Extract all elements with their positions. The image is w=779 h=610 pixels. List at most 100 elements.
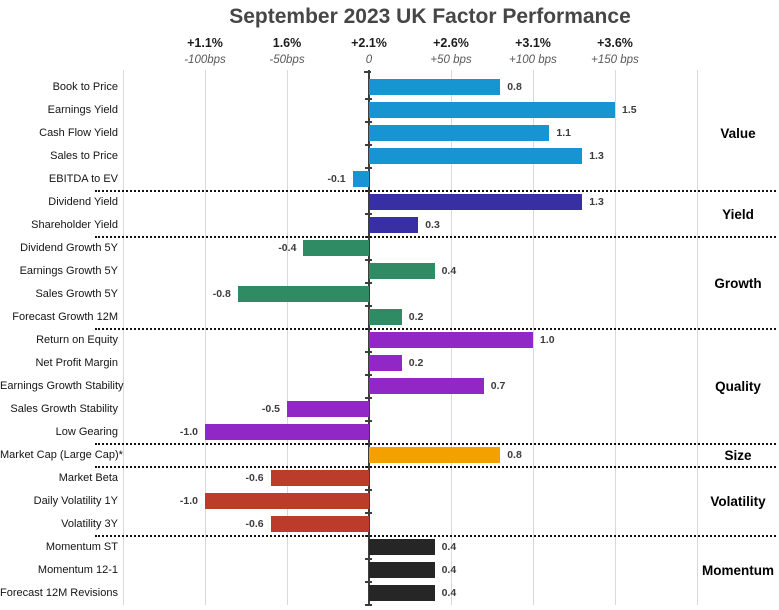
axis-row-tick — [365, 259, 372, 261]
chart-row-net-profit-margin: Net Profit Margin 0.2 — [0, 352, 779, 376]
bar-market-beta — [270, 470, 369, 486]
axis-percent-label: +3.1% — [515, 36, 551, 50]
axis-row-tick — [365, 420, 372, 422]
bar-book-to-price — [369, 79, 501, 95]
factor-group-momentum: Momentum ST 0.4 Momentum 12-1 0.4 Forecast 1… — [0, 536, 779, 606]
chart-row-earnings-yield: Earnings Yield 1.5 — [0, 99, 779, 123]
axis-row-tick — [365, 121, 372, 123]
bar-dividend-yield — [369, 194, 583, 210]
row-label: Momentum 12-1 — [37, 564, 118, 576]
bar-dividend-growth-5y — [303, 240, 369, 256]
factor-group-quality: Return on Equity 1.0 Net Profit Margin 0.2 E… — [0, 329, 779, 445]
bar-momentum-st — [369, 539, 435, 555]
bar-forecast-12m-revisions — [369, 585, 435, 601]
row-label: Momentum ST — [45, 541, 118, 553]
axis-bps-label: -100bps — [184, 54, 226, 66]
chart-row-shareholder-yield: Shareholder Yield 0.3 — [0, 214, 779, 238]
row-label: EBITDA to EV — [48, 173, 118, 185]
chart-row-sales-to-price: Sales to Price 1.3 — [0, 145, 779, 169]
axis-percent-label: +3.6% — [597, 36, 633, 50]
row-label: Net Profit Margin — [35, 357, 118, 369]
value-label: -0.4 — [278, 242, 297, 254]
chart-row-low-gearing: Low Gearing -1.0 — [0, 421, 779, 445]
value-label: 1.3 — [589, 150, 604, 162]
bar-earnings-yield — [369, 102, 615, 118]
axis-row-tick — [365, 98, 372, 100]
axis-row-tick — [365, 282, 372, 284]
axis-row-tick — [365, 144, 372, 146]
axis-row-tick — [365, 213, 372, 215]
group-separator — [95, 466, 776, 468]
bar-sales-growth-stability — [287, 401, 369, 417]
bar-volatility-3y — [270, 516, 369, 532]
axis-row-tick — [365, 581, 372, 583]
axis-row-tick — [365, 604, 372, 606]
chart-row-dividend-growth-5y: Dividend Growth 5Y -0.4 — [0, 237, 779, 261]
row-label: Market Beta — [58, 472, 118, 484]
chart-row-market-beta: Market Beta -0.6 — [0, 467, 779, 491]
axis-row-tick — [365, 374, 372, 376]
chart-row-return-on-equity: Return on Equity 1.0 — [0, 329, 779, 353]
gridline — [615, 70, 616, 605]
value-label: 0.8 — [507, 81, 522, 93]
chart-row-earnings-growth-5y: Earnings Growth 5Y 0.4 — [0, 260, 779, 284]
value-label: -0.8 — [212, 288, 231, 300]
value-label: 1.1 — [556, 127, 571, 139]
value-label: 0.2 — [408, 357, 424, 369]
group-label-growth: Growth — [714, 275, 762, 291]
value-label: -0.5 — [261, 403, 280, 415]
chart-row-sales-growth-stability: Sales Growth Stability -0.5 — [0, 398, 779, 422]
chart-row-book-to-price: Book to Price 0.8 — [0, 76, 779, 100]
chart-title: September 2023 UK Factor Performance — [229, 5, 631, 28]
chart-row-volatility-3y: Volatility 3Y -0.6 — [0, 513, 779, 537]
gridline — [123, 70, 124, 605]
axis-row-tick — [365, 558, 372, 560]
group-separator — [95, 328, 776, 330]
plot-area: Book to Price 0.8 Earnings Yield 1.5 Cash Fl… — [0, 76, 779, 606]
chart-row-dividend-yield: Dividend Yield 1.3 — [0, 191, 779, 215]
chart-row-earnings-growth-stability: Earnings Growth Stability 0.7 — [0, 375, 779, 399]
axis-percent-label: +2.1% — [351, 36, 387, 50]
value-label: 0.7 — [490, 380, 506, 392]
gridline — [205, 70, 206, 605]
gridline — [287, 70, 288, 605]
factor-group-yield: Dividend Yield 1.3 Shareholder Yield 0.3 Yie… — [0, 191, 779, 238]
value-label: 1.5 — [622, 104, 637, 116]
bar-net-profit-margin — [369, 355, 402, 371]
axis-bps-label: +150 bps — [591, 54, 639, 66]
bar-low-gearing — [205, 424, 369, 440]
chart-row-market-cap-large-cap: Market Cap (Large Cap)* 0.8 — [0, 444, 779, 468]
axis-row-tick — [365, 305, 372, 307]
group-label-volatility: Volatility — [710, 494, 766, 509]
group-separator — [95, 443, 776, 445]
group-label-momentum: Momentum — [702, 563, 774, 578]
bar-earnings-growth-5y — [369, 263, 435, 279]
value-label: 0.2 — [408, 311, 424, 323]
group-separator — [95, 236, 776, 238]
row-label: Earnings Growth 5Y — [19, 265, 118, 277]
gridline — [533, 70, 534, 605]
row-label: Cash Flow Yield — [39, 127, 118, 139]
axis-row-tick — [365, 397, 372, 399]
axis-bps-label: -50bps — [269, 54, 305, 66]
row-label: Market Cap (Large Cap)* — [0, 449, 123, 461]
group-separator — [95, 535, 776, 537]
value-label: 0.8 — [507, 449, 522, 461]
row-label: Low Gearing — [55, 426, 118, 438]
value-label: -0.1 — [327, 173, 346, 185]
bar-return-on-equity — [369, 332, 533, 348]
value-label: -1.0 — [179, 426, 198, 438]
axis-row-tick — [365, 512, 372, 514]
axis-percent-label: 1.6% — [272, 36, 302, 50]
axis-row-tick — [365, 167, 372, 169]
value-label: 0.4 — [441, 564, 457, 576]
chart-row-momentum-12-1: Momentum 12-1 0.4 — [0, 559, 779, 583]
factor-group-growth: Dividend Growth 5Y -0.4 Earnings Growth 5Y… — [0, 237, 779, 330]
bar-momentum-12-1 — [369, 562, 435, 578]
gridline — [697, 70, 698, 605]
chart-row-forecast-12m-revisions: Forecast 12M Revisions 0.4 — [0, 582, 779, 606]
row-label: Sales Growth 5Y — [35, 288, 118, 300]
group-label-value: Value — [720, 126, 756, 141]
axis-top-tick — [364, 71, 371, 73]
value-label: 0.4 — [441, 587, 457, 599]
